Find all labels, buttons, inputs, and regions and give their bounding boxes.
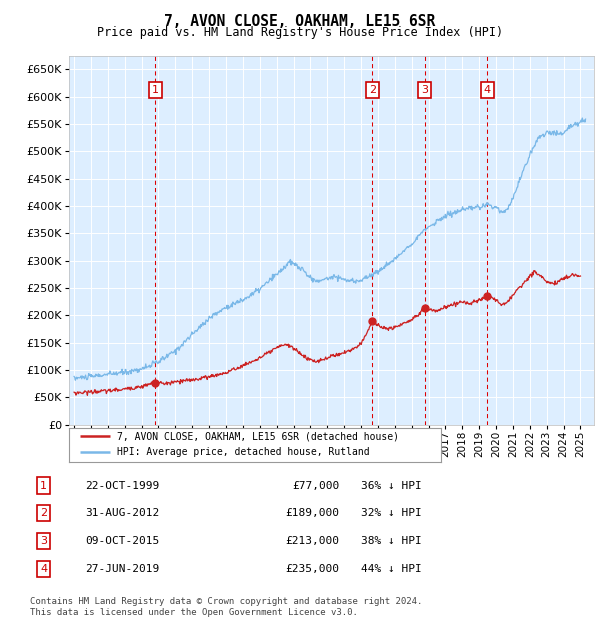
Text: 22-OCT-1999: 22-OCT-1999 [85,480,160,490]
Text: £213,000: £213,000 [285,536,339,546]
Text: 7, AVON CLOSE, OAKHAM, LE15 6SR (detached house): 7, AVON CLOSE, OAKHAM, LE15 6SR (detache… [118,432,400,441]
Text: 27-JUN-2019: 27-JUN-2019 [85,564,160,574]
Text: 1: 1 [40,480,47,490]
Text: £235,000: £235,000 [285,564,339,574]
Text: 1: 1 [152,85,159,95]
Text: 2: 2 [369,85,376,95]
Text: 3: 3 [421,85,428,95]
Text: 44% ↓ HPI: 44% ↓ HPI [361,564,422,574]
Text: 4: 4 [484,85,491,95]
Text: 38% ↓ HPI: 38% ↓ HPI [361,536,422,546]
Text: Contains HM Land Registry data © Crown copyright and database right 2024.
This d: Contains HM Land Registry data © Crown c… [30,598,422,617]
Text: 32% ↓ HPI: 32% ↓ HPI [361,508,422,518]
Text: 4: 4 [40,564,47,574]
Text: 36% ↓ HPI: 36% ↓ HPI [361,480,422,490]
Text: £189,000: £189,000 [285,508,339,518]
Text: Price paid vs. HM Land Registry's House Price Index (HPI): Price paid vs. HM Land Registry's House … [97,26,503,39]
Text: 09-OCT-2015: 09-OCT-2015 [85,536,160,546]
Text: 2: 2 [40,508,47,518]
Text: HPI: Average price, detached house, Rutland: HPI: Average price, detached house, Rutl… [118,448,370,458]
Text: £77,000: £77,000 [292,480,339,490]
Text: 31-AUG-2012: 31-AUG-2012 [85,508,160,518]
Text: 3: 3 [40,536,47,546]
Text: 7, AVON CLOSE, OAKHAM, LE15 6SR: 7, AVON CLOSE, OAKHAM, LE15 6SR [164,14,436,29]
